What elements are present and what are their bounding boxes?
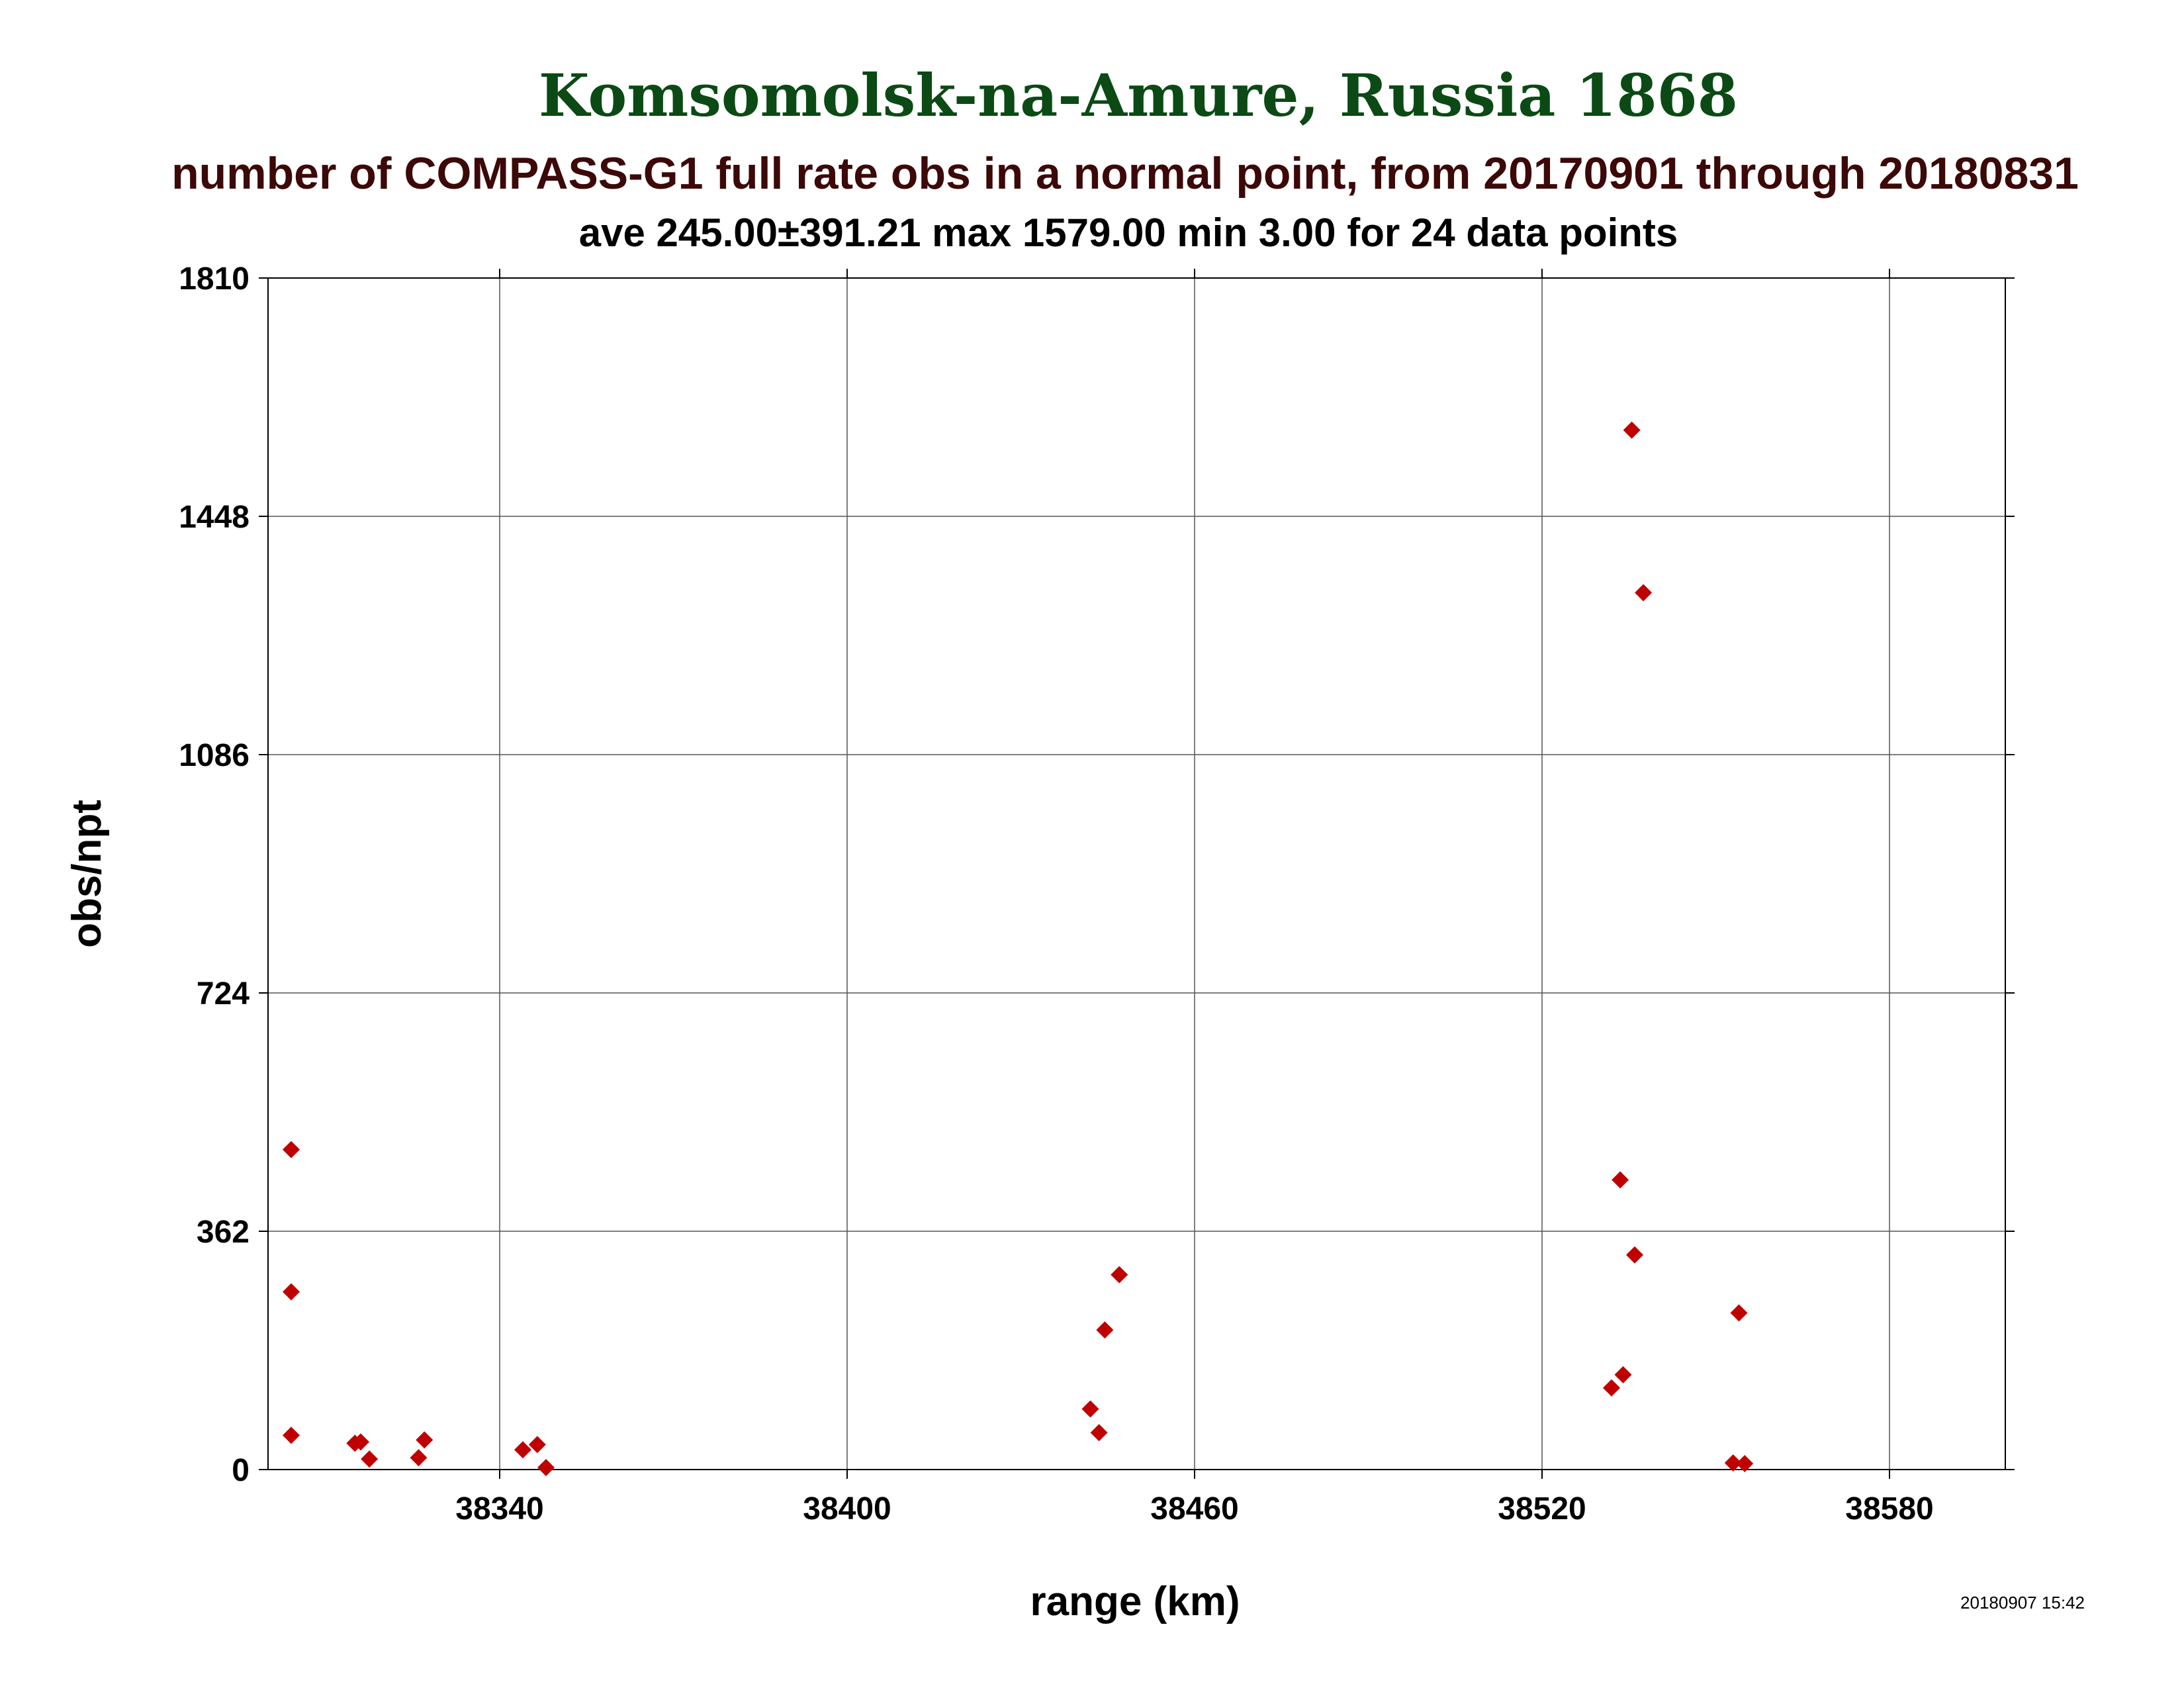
axis-ticks: 38340 38400 38460 38520 38580 0 362 724 1086 1448… xyxy=(179,261,2015,1526)
x-axis-label: range (km) xyxy=(1030,1579,1240,1624)
data-point xyxy=(1111,1266,1128,1284)
y-tick-label: 1810 xyxy=(179,261,250,297)
data-point xyxy=(1612,1171,1629,1189)
data-point xyxy=(1635,584,1653,602)
data-point xyxy=(1096,1321,1114,1339)
plot-frame xyxy=(267,277,2006,1470)
data-point xyxy=(1614,1366,1632,1383)
data-point xyxy=(528,1436,546,1454)
data-point xyxy=(283,1283,300,1301)
data-point xyxy=(1623,421,1641,439)
chart-title: Komsomolsk-na-Amure, Russia 1868 xyxy=(539,61,1738,130)
data-point xyxy=(410,1449,428,1467)
x-tick-label: 38400 xyxy=(803,1491,891,1526)
x-tick-label: 38340 xyxy=(455,1491,543,1526)
y-tick-label: 0 xyxy=(232,1453,250,1488)
x-tick-label: 38520 xyxy=(1498,1491,1586,1526)
data-point xyxy=(416,1431,433,1449)
x-tick-label: 38460 xyxy=(1150,1491,1238,1526)
chart-subtitle: number of COMPASS-G1 full rate obs in a … xyxy=(171,148,2079,199)
grid xyxy=(268,277,2005,1470)
data-point xyxy=(361,1450,379,1468)
data-point xyxy=(283,1427,300,1444)
y-tick-label: 1448 xyxy=(179,500,250,535)
chart-stats: ave 245.00±391.21 max 1579.00 min 3.00 f… xyxy=(579,211,1678,255)
data-point xyxy=(514,1441,531,1459)
data-point xyxy=(1090,1424,1108,1442)
data-point xyxy=(1736,1455,1754,1473)
y-axis-label: obs/npt xyxy=(64,800,110,948)
data-point xyxy=(537,1459,555,1477)
data-point xyxy=(1603,1379,1620,1397)
y-tick-label: 1086 xyxy=(179,738,250,773)
data-point xyxy=(352,1433,369,1451)
data-point xyxy=(283,1141,300,1158)
data-point xyxy=(1730,1304,1748,1322)
x-tick-label: 38580 xyxy=(1845,1491,1933,1526)
timestamp: 20180907 15:42 xyxy=(1960,1593,2085,1613)
data-point xyxy=(1724,1454,1742,1472)
data-point xyxy=(1081,1400,1099,1418)
y-tick-label: 362 xyxy=(197,1215,250,1250)
y-tick-label: 724 xyxy=(197,976,250,1011)
data-point xyxy=(1626,1246,1643,1264)
data-points xyxy=(283,421,1754,1477)
